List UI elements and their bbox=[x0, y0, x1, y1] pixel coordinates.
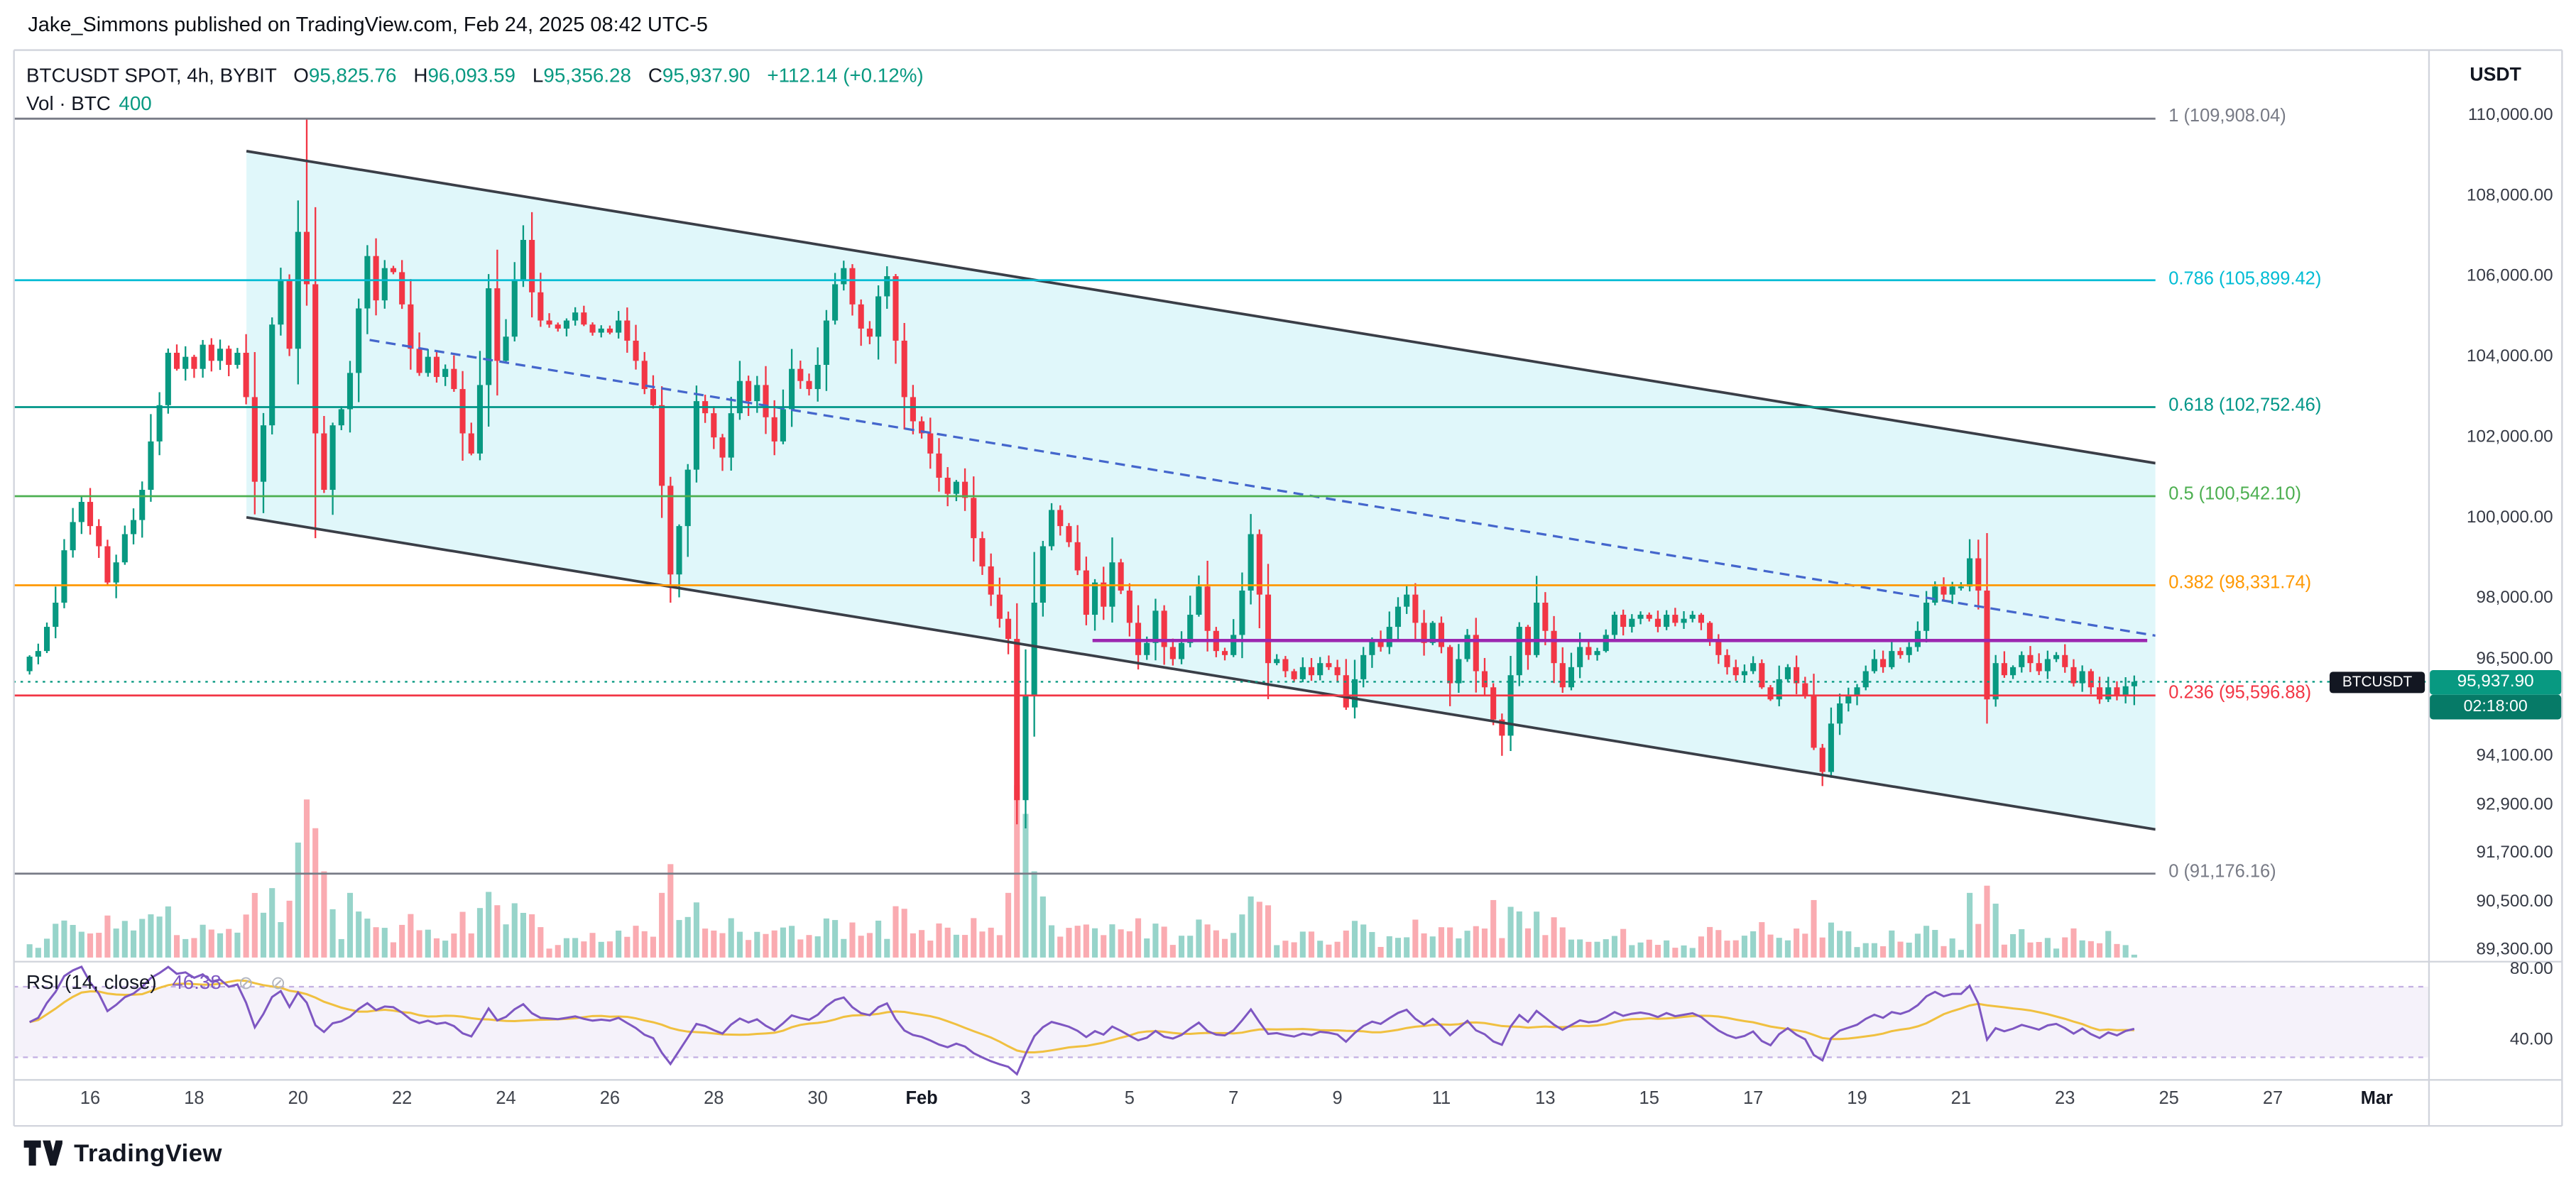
change-value: +112.14 (+0.12%) bbox=[767, 64, 924, 87]
brand-name: TradingView bbox=[74, 1139, 223, 1167]
tradingview-logo-icon bbox=[23, 1140, 62, 1166]
volume-label: Vol · BTC bbox=[26, 92, 111, 115]
ohlc-close-label: C bbox=[648, 64, 662, 87]
rsi-legend[interactable]: RSI (14, close) 46.38 ⊘ ⊘ bbox=[26, 970, 285, 993]
rsi-settings-icon[interactable]: ⊘ bbox=[270, 974, 286, 994]
symbol-title: BTCUSDT SPOT, 4h, BYBIT bbox=[26, 64, 277, 87]
symbol-legend[interactable]: BTCUSDT SPOT, 4h, BYBIT O95,825.76 H96,0… bbox=[26, 64, 924, 87]
current-price-badge: 95,937.90 bbox=[2430, 669, 2562, 694]
volume-value: 400 bbox=[119, 92, 152, 115]
footer-brand[interactable]: TradingView bbox=[23, 1138, 222, 1168]
ohlc-low-label: L bbox=[532, 64, 544, 87]
symbol-axis-tag: BTCUSDT bbox=[2329, 671, 2425, 693]
candle-countdown-badge: 02:18:00 bbox=[2430, 694, 2562, 719]
publish-byline: Jake_Simmons published on TradingView.co… bbox=[28, 13, 709, 36]
ohlc-high-value: 96,093.59 bbox=[427, 64, 515, 87]
ohlc-open-value: 95,825.76 bbox=[308, 64, 397, 87]
price-axis-currency: USDT bbox=[2469, 65, 2521, 86]
rsi-hide-icon[interactable]: ⊘ bbox=[238, 974, 254, 994]
ohlc-close-value: 95,937.90 bbox=[662, 64, 751, 87]
ohlc-high-label: H bbox=[413, 64, 428, 87]
ohlc-low-value: 95,356.28 bbox=[543, 64, 631, 87]
volume-legend[interactable]: Vol · BTC 400 bbox=[26, 92, 152, 115]
rsi-label: RSI (14, close) bbox=[26, 970, 157, 994]
ohlc-open-label: O bbox=[293, 64, 309, 87]
rsi-value: 46.38 bbox=[172, 970, 222, 994]
